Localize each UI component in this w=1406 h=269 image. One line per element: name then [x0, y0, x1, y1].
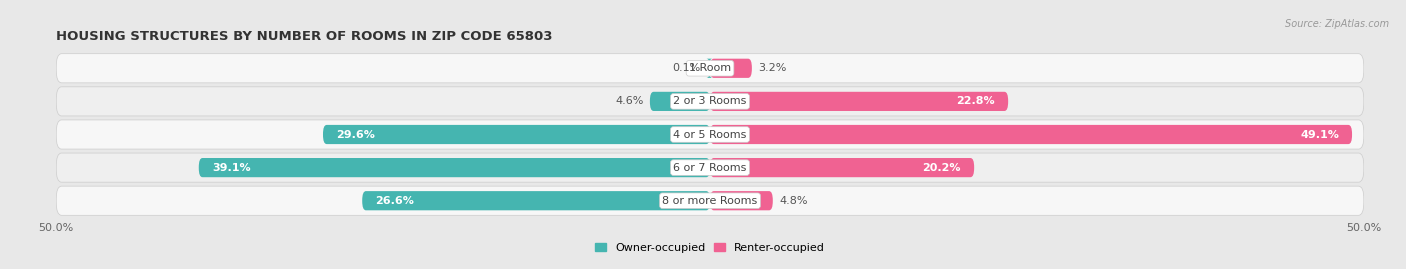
Legend: Owner-occupied, Renter-occupied: Owner-occupied, Renter-occupied	[595, 243, 825, 253]
FancyBboxPatch shape	[710, 59, 752, 78]
Text: 0.1%: 0.1%	[672, 63, 700, 73]
FancyBboxPatch shape	[56, 186, 1364, 215]
FancyBboxPatch shape	[710, 125, 1353, 144]
FancyBboxPatch shape	[323, 125, 710, 144]
Text: 4.6%: 4.6%	[614, 96, 644, 107]
Text: 29.6%: 29.6%	[336, 129, 375, 140]
FancyBboxPatch shape	[710, 191, 773, 210]
FancyBboxPatch shape	[56, 153, 1364, 182]
Text: 4 or 5 Rooms: 4 or 5 Rooms	[673, 129, 747, 140]
Text: 6 or 7 Rooms: 6 or 7 Rooms	[673, 162, 747, 173]
Text: 3.2%: 3.2%	[758, 63, 787, 73]
FancyBboxPatch shape	[650, 92, 710, 111]
FancyBboxPatch shape	[56, 54, 1364, 83]
FancyBboxPatch shape	[56, 87, 1364, 116]
FancyBboxPatch shape	[198, 158, 710, 177]
Text: 2 or 3 Rooms: 2 or 3 Rooms	[673, 96, 747, 107]
FancyBboxPatch shape	[56, 120, 1364, 149]
Text: Source: ZipAtlas.com: Source: ZipAtlas.com	[1285, 19, 1389, 29]
Text: 20.2%: 20.2%	[922, 162, 962, 173]
FancyBboxPatch shape	[363, 191, 710, 210]
Text: 4.8%: 4.8%	[779, 196, 808, 206]
FancyBboxPatch shape	[710, 92, 1008, 111]
FancyBboxPatch shape	[706, 59, 713, 78]
Text: HOUSING STRUCTURES BY NUMBER OF ROOMS IN ZIP CODE 65803: HOUSING STRUCTURES BY NUMBER OF ROOMS IN…	[56, 30, 553, 43]
Text: 8 or more Rooms: 8 or more Rooms	[662, 196, 758, 206]
Text: 39.1%: 39.1%	[212, 162, 250, 173]
FancyBboxPatch shape	[710, 158, 974, 177]
Text: 1 Room: 1 Room	[689, 63, 731, 73]
Text: 22.8%: 22.8%	[956, 96, 995, 107]
Text: 49.1%: 49.1%	[1301, 129, 1339, 140]
Text: 26.6%: 26.6%	[375, 196, 415, 206]
